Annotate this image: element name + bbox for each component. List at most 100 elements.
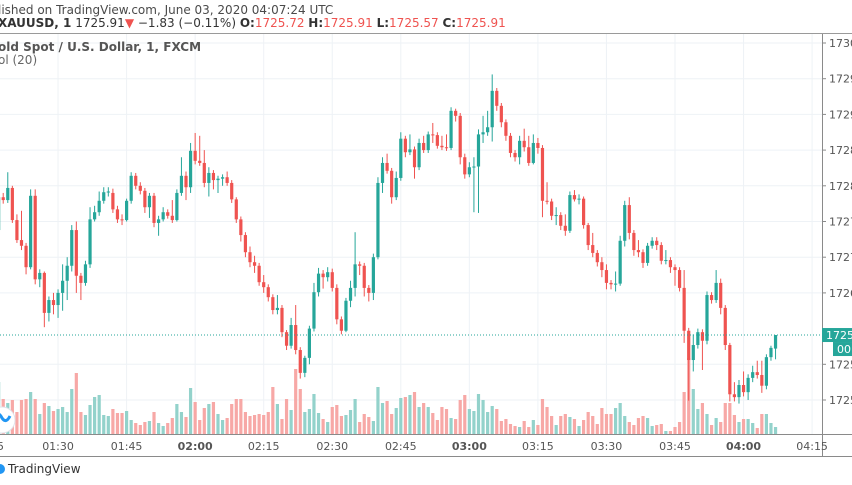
candle-body: [408, 149, 412, 153]
candle-body: [444, 147, 449, 149]
volume-bar: [449, 418, 453, 434]
tradingview-watermark-icon: [0, 406, 16, 434]
volume-bar: [220, 420, 225, 434]
last-price-value: 1725.91: [826, 329, 852, 342]
candle-body: [42, 272, 46, 313]
volume-bar: [93, 397, 97, 434]
candle-body: [641, 252, 645, 263]
candle-body: [353, 264, 357, 288]
volume-bar: [431, 413, 435, 434]
price-tick-label: 1729.5: [829, 73, 852, 86]
candle-body: [129, 175, 133, 201]
candle-body: [751, 372, 755, 378]
candle-body: [175, 192, 179, 221]
candle-body: [29, 195, 33, 268]
candle-body: [458, 115, 462, 158]
time-tick-label: 01:45: [111, 440, 143, 453]
candle-body: [696, 332, 700, 346]
price-tick-label: 1725.0: [829, 394, 852, 407]
volume-bar: [207, 404, 211, 434]
volume-bar: [330, 407, 334, 434]
volume-bar: [508, 424, 513, 434]
candle-body: [700, 332, 705, 341]
candle-body: [339, 319, 343, 331]
candle-body: [216, 178, 220, 181]
volume-bar: [19, 400, 24, 434]
volume-bar: [613, 408, 618, 434]
low-value: 1725.57: [389, 16, 439, 30]
candle-body: [138, 185, 142, 191]
close-label: C:: [442, 16, 457, 30]
candle-body: [486, 127, 490, 133]
candle-body: [248, 252, 252, 263]
price-axis[interactable]: 1730.0 1729.5 1729.0 1728.5 1728.0 1727.5 1727…: [822, 37, 852, 407]
volume-bar: [239, 399, 243, 434]
volume-bar: [390, 414, 394, 434]
volume-legend[interactable]: ol (20): [0, 53, 38, 67]
volume-bar: [472, 411, 476, 434]
candle-body: [472, 166, 476, 168]
volume-bar: [248, 416, 252, 434]
candle-body: [74, 230, 78, 276]
price-tick-label: 1727.0: [829, 251, 852, 264]
candle-body: [650, 240, 654, 246]
volume-bar: [61, 407, 65, 434]
candle-body: [198, 160, 202, 163]
volume-bar: [531, 420, 535, 434]
volume-bar: [271, 387, 275, 434]
volume-bar: [641, 416, 645, 434]
volume-bar: [280, 419, 284, 434]
volume-bar: [316, 413, 321, 434]
time-axis[interactable]: 5 01:30 01:45 02:00 02:15 02:30 02:45 03:00 03:1…: [0, 440, 828, 453]
candle-body: [613, 283, 618, 285]
price-change: −1.83 (−0.11%): [137, 16, 237, 30]
volume-bar: [426, 407, 430, 434]
candle-body: [481, 132, 485, 135]
candle-body: [335, 287, 339, 320]
candle-body: [358, 264, 362, 266]
candle-body: [508, 135, 513, 153]
candle-body: [636, 250, 641, 253]
volume-bar: [709, 425, 714, 434]
candle-body: [15, 220, 19, 241]
volume-bar: [741, 419, 746, 434]
candle-body: [102, 192, 106, 201]
volume-bar: [367, 417, 371, 434]
volume-bar: [225, 418, 229, 434]
candle-body: [732, 394, 737, 398]
volume-bar: [545, 407, 549, 434]
candle-body: [284, 332, 289, 346]
candle-body: [170, 215, 174, 221]
candle-body: [344, 300, 348, 331]
volume-bar: [385, 401, 389, 434]
volume-bar: [303, 412, 307, 434]
candle-body: [1, 197, 5, 201]
volume-bar: [481, 400, 485, 434]
candle-body: [755, 372, 759, 376]
candle-body: [604, 270, 609, 283]
volume-bar: [659, 424, 663, 434]
low-label: L:: [376, 16, 390, 30]
tradingview-name: TradingView: [8, 462, 81, 476]
candle-body: [211, 172, 216, 181]
volume-bar: [166, 423, 170, 434]
candle-body: [294, 325, 298, 351]
tradingview-branding[interactable]: TradingView: [0, 462, 81, 476]
volume-bar: [572, 419, 577, 434]
candle-body: [225, 177, 229, 183]
series-legend[interactable]: old Spot / U.S. Dollar, 1, FXCM: [0, 40, 202, 54]
volume-bar: [522, 421, 526, 434]
volume-bar: [499, 421, 503, 434]
candle-body: [367, 287, 371, 293]
volume-bar: [623, 416, 627, 434]
volume-bar: [773, 427, 778, 434]
candle-body: [412, 149, 417, 168]
volume-bar: [463, 395, 467, 434]
volume-bar: [435, 420, 439, 434]
price-tick-label: 1730.0: [829, 37, 852, 50]
volume-bar: [312, 394, 316, 434]
price-tick-label: 1728.0: [829, 180, 852, 193]
candle-body: [746, 377, 750, 393]
volume-bar: [422, 403, 426, 434]
